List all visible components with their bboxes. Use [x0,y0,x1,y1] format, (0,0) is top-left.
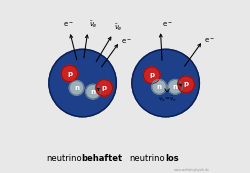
Circle shape [178,76,194,93]
Text: e$^-$: e$^-$ [204,36,214,45]
Circle shape [49,49,116,117]
Circle shape [132,49,200,117]
Circle shape [168,80,182,94]
Circle shape [69,81,84,95]
Text: $\bar{\nu}_e$: $\bar{\nu}_e$ [89,20,98,30]
Text: los: los [165,154,178,163]
Text: e$^-$: e$^-$ [63,21,74,29]
Text: p: p [102,85,107,91]
Text: behaftet: behaftet [82,154,123,163]
Text: e$^-$: e$^-$ [162,20,173,29]
Text: www.weltderphysik.de: www.weltderphysik.de [174,168,210,172]
Text: $\nu_e\!=\!\bar{\nu}_e$: $\nu_e\!=\!\bar{\nu}_e$ [158,95,176,104]
Circle shape [86,84,100,99]
Text: $\bar{\nu}_e$: $\bar{\nu}_e$ [114,22,122,33]
Circle shape [61,65,78,82]
Text: n: n [90,89,96,95]
Text: e$^-$: e$^-$ [121,37,132,46]
Text: p: p [149,72,154,78]
Text: neutrino: neutrino [129,154,165,163]
Text: n: n [156,84,162,90]
Text: p: p [184,81,189,87]
Circle shape [144,67,160,84]
Circle shape [96,80,112,96]
Text: neutrino: neutrino [46,154,82,163]
Circle shape [152,80,166,94]
Text: n: n [74,85,79,91]
Text: n: n [173,84,178,90]
Text: p: p [67,71,72,76]
